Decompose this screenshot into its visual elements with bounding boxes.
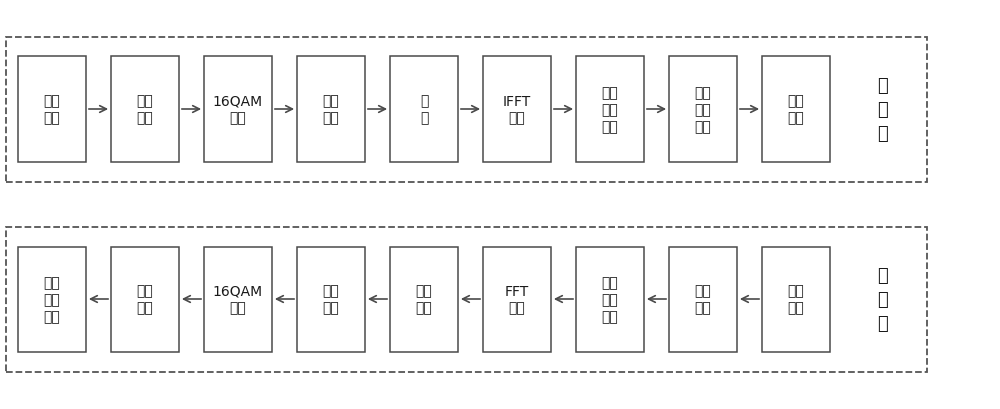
- Bar: [204, 247, 272, 352]
- Bar: [111, 247, 179, 352]
- Text: 接
收
端: 接 收 端: [877, 267, 887, 332]
- Bar: [18, 57, 86, 162]
- Text: 训
练: 训 练: [420, 94, 428, 125]
- Text: FFT
变换: FFT 变换: [505, 284, 529, 315]
- Bar: [204, 57, 272, 162]
- Text: 发
射
端: 发 射 端: [877, 77, 887, 142]
- Bar: [669, 247, 737, 352]
- Bar: [762, 57, 830, 162]
- Text: 插入
循环
前缀: 插入 循环 前缀: [602, 86, 618, 133]
- Text: 并串
转换: 并串 转换: [137, 284, 153, 315]
- Text: 添加
导频
序列: 添加 导频 序列: [695, 86, 711, 133]
- Bar: [390, 247, 458, 352]
- Text: 数据
缓存: 数据 缓存: [44, 94, 60, 125]
- Text: 16QAM
解调: 16QAM 解调: [213, 284, 263, 315]
- Text: IFFT
变换: IFFT 变换: [503, 94, 531, 125]
- Text: 数模
转换: 数模 转换: [788, 94, 804, 125]
- Text: 解除
共轭: 解除 共轭: [323, 284, 339, 315]
- Bar: [297, 57, 365, 162]
- Bar: [483, 247, 551, 352]
- Text: 信号
同步: 信号 同步: [695, 284, 711, 315]
- Bar: [483, 57, 551, 162]
- Text: 串并
转换: 串并 转换: [137, 94, 153, 125]
- Bar: [390, 57, 458, 162]
- Text: 模数
转换: 模数 转换: [788, 284, 804, 315]
- Text: 接收
信号
评价: 接收 信号 评价: [44, 276, 60, 323]
- Bar: [762, 247, 830, 352]
- Text: 信道
均衡: 信道 均衡: [416, 284, 432, 315]
- Bar: [111, 57, 179, 162]
- Text: 16QAM
调制: 16QAM 调制: [213, 94, 263, 125]
- Text: 去除
循环
前缀: 去除 循环 前缀: [602, 276, 618, 323]
- Bar: [669, 57, 737, 162]
- Bar: [297, 247, 365, 352]
- Bar: [576, 57, 644, 162]
- Bar: [18, 247, 86, 352]
- Text: 共轭
对称: 共轭 对称: [323, 94, 339, 125]
- Bar: [576, 247, 644, 352]
